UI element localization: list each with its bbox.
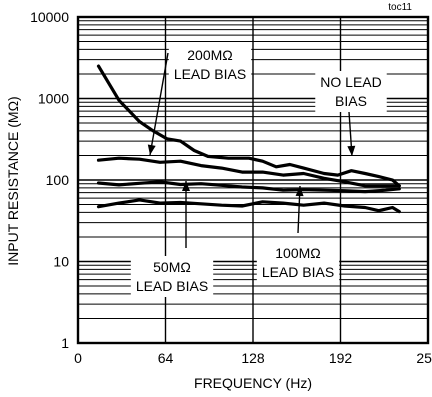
chart-tag: toc11 [388, 2, 412, 13]
annotation-50m-lead-bias: 50MΩ LEAD BIAS [136, 259, 208, 294]
plot-frame [76, 15, 430, 345]
annotation-arrowhead-3 [182, 181, 190, 191]
annotation-100m-line-2: LEAD BIAS [262, 264, 334, 280]
y-tick-label: 10 [53, 254, 69, 270]
annotation-background-3 [130, 256, 214, 297]
series-line-2 [96, 64, 401, 188]
annotation-background-4 [256, 242, 340, 283]
x-axis-label: FREQUENCY (Hz) [194, 375, 312, 391]
x-tick-label: 256 [416, 350, 432, 366]
annotation-100m-line-1: 100MΩ [275, 245, 321, 261]
annotation-background-1 [168, 44, 252, 85]
x-tick-label: 0 [74, 350, 82, 366]
annotation-arrowhead-2 [347, 145, 356, 156]
x-tick-label: 192 [329, 350, 353, 366]
annotation-arrowhead-1 [147, 144, 156, 155]
annotation-no-lead-line-1: NO LEAD [320, 74, 381, 90]
chart-series [96, 64, 401, 214]
series-line-1 [96, 156, 401, 188]
chart-grid [77, 16, 429, 344]
annotation-boxes [130, 44, 387, 297]
plot-border [76, 15, 430, 345]
y-tick-label: 1 [61, 335, 69, 351]
x-tick-label: 64 [158, 350, 174, 366]
annotation-no-lead-line-2: BIAS [335, 93, 367, 109]
annotation-arrows [147, 52, 356, 248]
y-tick-label: 100 [46, 172, 70, 188]
y-tick-label: 1000 [38, 91, 69, 107]
annotation-50m-line-2: LEAD BIAS [136, 278, 208, 294]
series-line-3 [96, 180, 401, 194]
annotation-no-lead-bias: NO LEAD BIAS [320, 74, 381, 109]
annotation-background-2 [315, 71, 387, 112]
series-line-4 [96, 198, 401, 214]
x-tick-label: 128 [241, 350, 265, 366]
annotation-arrow-line-1 [149, 52, 169, 156]
annotation-200m-line-2: LEAD BIAS [174, 66, 246, 82]
annotation-200m-lead-bias: 200MΩ LEAD BIAS [174, 47, 246, 82]
y-tick-label: 10000 [30, 9, 69, 25]
annotation-100m-lead-bias: 100MΩ LEAD BIAS [262, 245, 334, 280]
tick-labels: 0 64 128 192 256 1 10 100 1000 10000 [30, 9, 432, 366]
annotation-200m-line-1: 200MΩ [187, 47, 233, 63]
annotation-50m-line-1: 50MΩ [153, 259, 191, 275]
y-axis-label: INPUT RESISTANCE (MΩ) [5, 96, 21, 265]
annotation-arrowhead-4 [295, 186, 304, 197]
